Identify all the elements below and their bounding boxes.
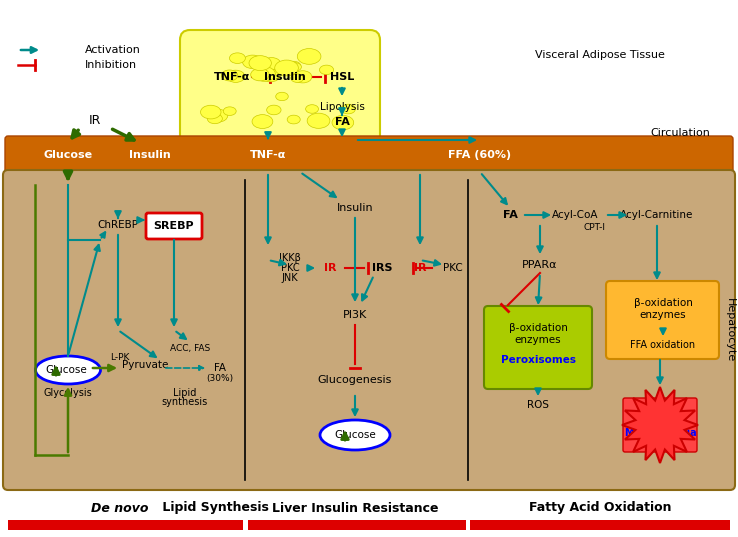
Text: JNK: JNK [282,273,298,283]
Text: SREBP: SREBP [154,221,194,231]
Text: FA: FA [503,210,517,220]
Text: (30%): (30%) [207,374,233,382]
Ellipse shape [243,55,263,69]
Text: FFA oxidation: FFA oxidation [630,340,695,350]
Text: β-oxidation: β-oxidation [508,323,568,333]
Text: Lipid: Lipid [173,388,197,398]
Text: IR: IR [324,263,337,273]
Text: FA: FA [214,363,226,373]
Ellipse shape [35,356,100,384]
Ellipse shape [287,61,301,70]
Ellipse shape [275,60,298,76]
Text: Insulin: Insulin [129,150,171,160]
Text: Insulin: Insulin [264,72,306,82]
Text: Visceral Adipose Tissue: Visceral Adipose Tissue [535,50,665,60]
Text: Peroxisomes: Peroxisomes [500,355,576,365]
Text: TNF-α: TNF-α [249,150,286,160]
Polygon shape [622,387,698,463]
Text: Acyl-Carnitine: Acyl-Carnitine [621,210,694,220]
Ellipse shape [249,56,272,70]
FancyBboxPatch shape [470,520,730,530]
Text: TNF-α: TNF-α [214,72,250,82]
Text: Lipolysis: Lipolysis [320,102,365,112]
FancyBboxPatch shape [484,306,592,389]
Text: Liver Insulin Resistance: Liver Insulin Resistance [272,502,438,514]
Text: PKC: PKC [280,263,300,273]
Text: IR: IR [89,113,101,127]
Text: IR: IR [414,263,427,273]
Text: Mitochondria: Mitochondria [624,428,697,438]
Text: HSL: HSL [330,72,354,82]
Ellipse shape [253,67,275,81]
Text: β-oxidation: β-oxidation [633,298,692,308]
Ellipse shape [263,57,280,69]
FancyBboxPatch shape [3,170,735,490]
Text: Lipid Synthesis: Lipid Synthesis [158,502,269,514]
Text: Acyl-CoA: Acyl-CoA [552,210,599,220]
FancyBboxPatch shape [623,398,697,452]
Ellipse shape [207,114,222,124]
Ellipse shape [230,53,246,63]
Ellipse shape [289,63,301,71]
Ellipse shape [221,70,238,81]
Text: ROS: ROS [527,400,549,410]
Text: Activation: Activation [85,45,141,55]
Ellipse shape [227,70,245,82]
Text: synthesis: synthesis [162,397,208,407]
FancyBboxPatch shape [8,520,243,530]
Ellipse shape [276,92,289,100]
Ellipse shape [341,104,356,114]
FancyBboxPatch shape [5,136,733,174]
Text: Glucose: Glucose [45,365,87,375]
Ellipse shape [261,69,280,82]
Text: Pyruvate: Pyruvate [122,360,168,370]
Text: Fatty Acid Oxidation: Fatty Acid Oxidation [528,502,672,514]
Ellipse shape [320,420,390,450]
Text: enzymes: enzymes [514,335,562,345]
Ellipse shape [332,115,354,130]
Ellipse shape [297,48,321,64]
Ellipse shape [224,107,236,115]
Text: Glucose: Glucose [44,150,92,160]
Ellipse shape [294,71,312,83]
Text: PI3K: PI3K [343,310,367,320]
FancyBboxPatch shape [248,520,466,530]
FancyBboxPatch shape [606,281,719,359]
Ellipse shape [201,105,221,119]
Text: FFA (60%): FFA (60%) [449,150,511,160]
FancyBboxPatch shape [146,213,202,239]
Text: Inhibition: Inhibition [85,60,137,70]
Ellipse shape [252,114,273,128]
Text: FA: FA [334,117,349,127]
Text: IRS: IRS [372,263,393,273]
Ellipse shape [287,115,300,124]
Text: PKC: PKC [443,263,463,273]
Ellipse shape [320,65,334,75]
Text: Hepatocyte: Hepatocyte [725,298,735,362]
Text: Glucogenesis: Glucogenesis [318,375,392,385]
Text: ChREBP: ChREBP [97,220,139,230]
Text: Circulation: Circulation [650,128,710,138]
FancyBboxPatch shape [180,30,380,150]
Ellipse shape [251,69,269,81]
Text: ACC, FAS: ACC, FAS [170,344,210,352]
Ellipse shape [306,105,319,113]
Text: De novo: De novo [92,502,149,514]
Text: enzymes: enzymes [640,310,686,320]
Text: L-PK: L-PK [110,353,130,362]
Text: Glycolysis: Glycolysis [44,388,92,398]
Ellipse shape [209,109,228,122]
Text: PPARα: PPARα [523,260,558,270]
Text: ROS: ROS [647,412,673,422]
Text: CPT-I: CPT-I [584,223,606,233]
Text: Insulin: Insulin [337,203,373,213]
Text: IKKβ: IKKβ [279,253,301,263]
Ellipse shape [266,105,281,115]
Ellipse shape [291,74,303,82]
Ellipse shape [307,113,330,128]
Text: Glucose: Glucose [334,430,376,440]
